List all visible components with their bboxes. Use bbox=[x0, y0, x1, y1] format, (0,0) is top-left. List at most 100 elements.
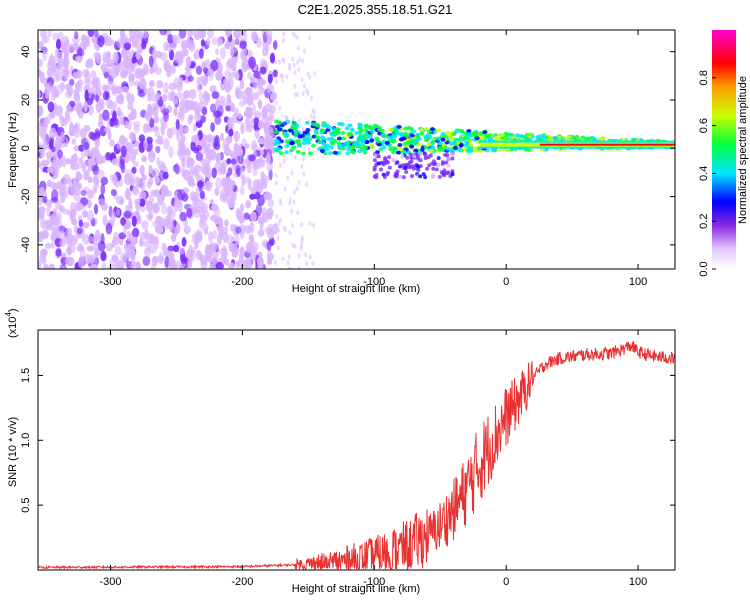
spectrogram-signal-cell bbox=[445, 157, 450, 162]
spectrogram-noise-cell bbox=[113, 64, 119, 74]
spectrogram-noise-cell bbox=[199, 48, 204, 59]
spectrogram-signal-cell bbox=[320, 128, 326, 133]
spectrogram-noise-cell bbox=[291, 56, 295, 62]
spectrogram-noise-cell bbox=[209, 84, 217, 93]
spectrogram-noise-cell bbox=[306, 91, 310, 97]
spectrogram-signal-cell bbox=[379, 160, 384, 165]
spectrogram-noise-cell bbox=[281, 38, 285, 44]
spectrogram-noise-cell bbox=[159, 51, 168, 62]
spectrogram-noise-cell bbox=[39, 71, 45, 84]
spectrogram-noise-cell bbox=[198, 76, 206, 83]
spectrogram-noise-cell bbox=[223, 219, 229, 227]
spectrogram-noise-cell bbox=[62, 208, 70, 215]
spectrogram-noise-cell bbox=[84, 89, 89, 102]
spectrogram-noise-cell bbox=[76, 101, 83, 113]
spectrogram-noise-cell bbox=[248, 56, 256, 69]
spectrogram-noise-cell bbox=[66, 227, 73, 238]
spectrogram-noise-cell bbox=[148, 80, 155, 88]
spectrogram-signal-cell bbox=[393, 171, 398, 176]
spectrogram-noise-cell bbox=[124, 173, 131, 186]
spectrogram-signal-cell bbox=[444, 160, 449, 165]
spectrogram-signal-cell bbox=[373, 153, 378, 158]
spectrogram-noise-cell bbox=[83, 100, 88, 112]
spectrogram-noise-cell bbox=[250, 211, 257, 222]
spectrogram-noise-cell bbox=[64, 110, 70, 119]
spectrogram-noise-cell bbox=[296, 60, 300, 66]
spectrogram-noise-cell bbox=[311, 261, 315, 267]
spectrogram-noise-cell bbox=[73, 92, 81, 103]
spectrogram-noise-cell bbox=[295, 186, 299, 192]
spectrogram-signal-cell bbox=[347, 123, 353, 128]
spectrogram-signal-cell bbox=[514, 133, 520, 138]
spectrogram-noise-cell bbox=[130, 260, 136, 269]
spectrogram-noise-cell bbox=[312, 115, 316, 121]
spectrogram-noise-cell bbox=[115, 208, 120, 217]
spectrogram-signal-cell bbox=[435, 136, 441, 141]
spectrogram-noise-cell bbox=[296, 45, 300, 51]
spectrogram-noise-cell bbox=[133, 124, 140, 133]
spectrogram-noise-cell bbox=[291, 31, 295, 37]
spectrogram-noise-cell bbox=[310, 96, 314, 102]
spectrogram-noise-cell bbox=[227, 117, 235, 130]
spectrogram-noise-cell bbox=[38, 58, 43, 68]
spectrogram-noise-cell bbox=[244, 142, 250, 150]
spectrogram-noise-cell bbox=[136, 31, 144, 39]
spectrogram-signal-cell bbox=[452, 145, 458, 150]
spectrogram-noise-cell bbox=[157, 194, 165, 206]
spectrogram-noise-cell bbox=[293, 83, 297, 89]
spectrogram-noise-cell bbox=[245, 242, 253, 254]
spectrogram-signal-cell bbox=[458, 143, 464, 148]
spectrogram-signal-cell bbox=[369, 143, 375, 148]
spectrogram-noise-cell bbox=[183, 126, 189, 134]
snr-multiplier-close: ) bbox=[7, 308, 19, 312]
spectrogram-noise-cell bbox=[288, 230, 292, 236]
spectrogram-noise-cell bbox=[99, 155, 107, 164]
spectrogram-signal-cell bbox=[450, 152, 455, 157]
spectrogram-noise-cell bbox=[38, 105, 44, 117]
spectrogram-noise-cell bbox=[80, 189, 87, 197]
spectrogram-signal-cell bbox=[350, 145, 356, 150]
spectrogram-signal-cell bbox=[486, 133, 492, 138]
spectrogram-signal-cell bbox=[419, 131, 425, 136]
spectrogram-noise-cell bbox=[267, 138, 275, 150]
spectrogram-noise-cell bbox=[139, 166, 145, 175]
spectrogram-noise-cell bbox=[139, 205, 146, 213]
spectrogram-signal-cell bbox=[284, 144, 290, 149]
spectrogram-noise-cell bbox=[155, 227, 164, 234]
spectrogram-signal-cell bbox=[423, 152, 428, 157]
spectrogram-noise-cell bbox=[151, 255, 159, 267]
spectrogram-noise-cell bbox=[210, 59, 219, 72]
spectrogram-noise-cell bbox=[54, 182, 63, 190]
spectrogram-noise-cell bbox=[52, 32, 60, 41]
figure-title: C2E1.2025.355.18.51.G21 bbox=[298, 2, 453, 17]
spectrogram-signal-cell bbox=[376, 127, 382, 132]
spectrogram-noise-cell bbox=[257, 138, 266, 145]
spectrogram-signal-cell bbox=[467, 148, 473, 153]
spectrogram-noise-cell bbox=[277, 227, 281, 233]
spectrogram-noise-cell bbox=[257, 99, 263, 110]
spectrogram-noise-cell bbox=[243, 95, 248, 105]
spectrogram-noise-cell bbox=[145, 109, 151, 117]
spectrogram-noise-cell bbox=[175, 223, 181, 234]
spectrogram-noise-cell bbox=[195, 65, 203, 76]
spectrogram-noise-cell bbox=[141, 30, 149, 39]
spectrogram-noise-cell bbox=[300, 222, 304, 228]
spectrogram-noise-cell bbox=[226, 93, 232, 104]
spectrogram-signal-cell bbox=[384, 140, 390, 145]
spectrogram-noise-cell bbox=[179, 211, 187, 222]
spectrogram-noise-cell bbox=[78, 219, 84, 228]
spectrogram-noise-cell bbox=[91, 242, 99, 251]
spectrogram-signal-cell bbox=[329, 140, 335, 145]
spectrogram-signal-cell bbox=[409, 138, 415, 143]
spectrogram-noise-cell bbox=[130, 109, 135, 120]
spectrogram-noise-cell bbox=[42, 50, 48, 62]
snr-x-ticks: -300 -200 -100 0 100 bbox=[100, 330, 647, 588]
spectrogram-noise-cell bbox=[297, 66, 301, 72]
spectrogram-noise-cell bbox=[277, 220, 281, 226]
spectrogram-noise-cell bbox=[98, 98, 105, 111]
spectrogram-signal-cell bbox=[480, 136, 486, 141]
spectrogram-noise-cell bbox=[226, 59, 232, 68]
spectrogram-noise-cell bbox=[288, 200, 292, 206]
spectrogram-noise-cell bbox=[267, 192, 273, 201]
spectrogram-noise-cell bbox=[138, 179, 146, 190]
